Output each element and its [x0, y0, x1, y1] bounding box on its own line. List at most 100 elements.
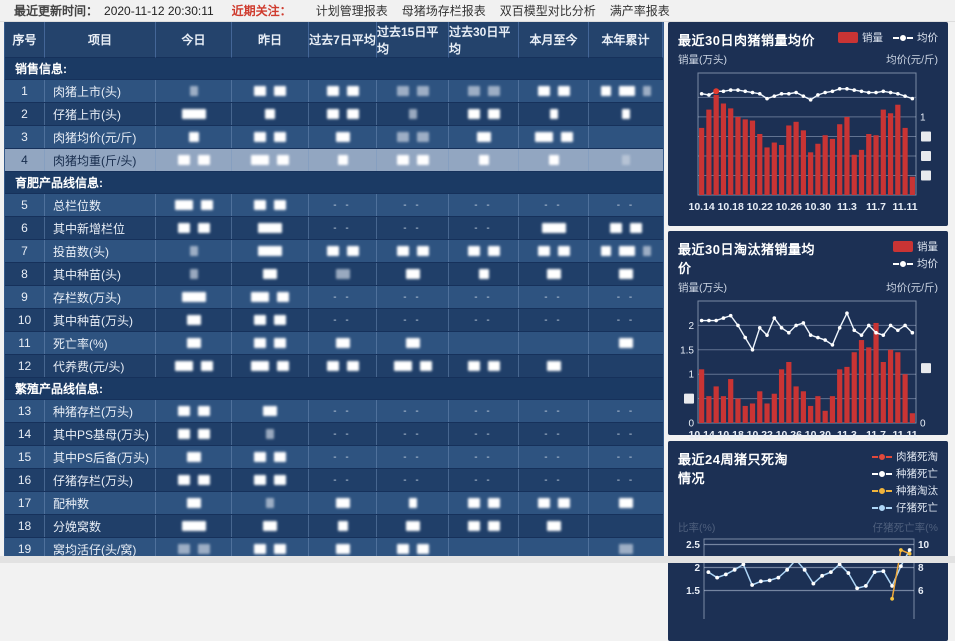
column-header[interactable]: 过去7日平均 — [309, 22, 377, 58]
table-row[interactable]: 1 肉猪上市(头) — [5, 80, 663, 103]
row-item-name: 代养费(元/头) — [45, 355, 156, 377]
row-item-name: 种猪存栏(万头) — [45, 400, 156, 422]
row-item-name: 其中种苗(万头) — [45, 309, 156, 331]
data-cell — [232, 538, 309, 560]
svg-text:10.26: 10.26 — [776, 201, 802, 213]
data-cell — [377, 126, 449, 148]
report-link[interactable]: 计划管理报表 — [315, 4, 388, 18]
redacted-value — [487, 521, 500, 531]
table-row[interactable]: 2 仔猪上市(头) — [5, 103, 663, 126]
redacted-value — [467, 109, 480, 119]
empty-value-dash: - - — [544, 428, 563, 440]
legend-item[interactable]: 销量 — [893, 239, 938, 254]
column-header[interactable]: 序号 — [5, 22, 45, 58]
redacted-value — [174, 200, 193, 210]
empty-value-dash: - - — [474, 199, 493, 211]
chart-panel: 最近24周猪只死淘情况 肉猪死淘 种猪死亡 种猪淘汰 仔猪死亡 比率(%) 仔猪死亡率(% 2… — [668, 441, 948, 641]
table-row[interactable]: 12 代养费(元/头) — [5, 355, 663, 378]
redacted-value — [181, 521, 206, 531]
data-cell — [519, 355, 589, 377]
row-item-name: 肉猪上市(头) — [45, 80, 156, 102]
redacted-value — [630, 223, 642, 233]
row-number: 15 — [5, 446, 45, 468]
legend-item[interactable]: 肉猪死淘 — [872, 449, 938, 464]
table-row[interactable]: 18 分娩窝数 — [5, 515, 663, 538]
column-header[interactable]: 本月至今 — [519, 22, 589, 58]
data-cell — [449, 515, 519, 537]
table-row[interactable]: 5 总栏位数 - - - - - - - - - - — [5, 194, 663, 217]
row-item-name: 死亡率(%) — [45, 332, 156, 354]
column-header[interactable]: 昨日 — [232, 22, 309, 58]
chart-plot[interactable]: 2.5 10 2 8 1.5 6 — [678, 535, 936, 641]
data-cell — [589, 263, 663, 285]
redacted-value — [263, 521, 277, 531]
row-item-name: 其中种苗(头) — [45, 263, 156, 285]
row-item-name: 仔猪上市(头) — [45, 103, 156, 125]
data-cell: - - — [309, 286, 377, 308]
data-cell — [232, 400, 309, 422]
data-cell — [449, 149, 519, 171]
table-row[interactable]: 7 投苗数(头) — [5, 240, 663, 263]
column-header[interactable]: 本年累计 — [589, 22, 663, 58]
row-number: 9 — [5, 286, 45, 308]
table-row[interactable]: 13 种猪存栏(万头) - - - - - - - - - - — [5, 400, 663, 423]
table-row[interactable]: 11 死亡率(%) — [5, 332, 663, 355]
report-links: 计划管理报表 母猪场存栏报表 双百模型对比分析 满产率报表 — [302, 2, 670, 19]
row-number: 4 — [5, 149, 45, 171]
data-cell — [156, 217, 232, 239]
chart-legend: 销量 均价 — [828, 30, 938, 47]
column-header[interactable]: 今日 — [156, 22, 232, 58]
data-cell: - - — [589, 400, 663, 422]
data-cell — [309, 355, 377, 377]
redacted-value — [254, 200, 266, 210]
svg-text:10.22: 10.22 — [747, 429, 773, 441]
row-item-name: 其中新增栏位 — [45, 217, 156, 239]
redacted-axis-value — [684, 393, 694, 404]
redacted-value — [537, 86, 550, 96]
redacted-value — [534, 132, 553, 142]
report-link[interactable]: 满产率报表 — [609, 4, 670, 18]
table-row[interactable]: 15 其中PS后备(万头) - - - - - - - - - - — [5, 446, 663, 469]
table-row[interactable]: 3 肉猪均价(元/斤) — [5, 126, 663, 149]
redacted-value — [337, 155, 348, 165]
row-item-name: 其中PS基母(万头) — [45, 423, 156, 445]
table-header-row: 序号 项目 今日 昨日 过去7日平均 过去15日平均 过去30日平均 本月至今 本年累计 — [5, 22, 663, 58]
table-row[interactable]: 6 其中新增栏位 - - - - - - — [5, 217, 663, 240]
column-header[interactable]: 项目 — [45, 22, 156, 58]
data-cell — [156, 240, 232, 262]
legend-item[interactable]: 仔猪死亡 — [872, 500, 938, 515]
redacted-value — [541, 223, 566, 233]
legend-item[interactable]: 种猪死亡 — [872, 466, 938, 481]
table-row[interactable]: 14 其中PS基母(万头) - - - - - - - - - - — [5, 423, 663, 446]
legend-item[interactable]: 均价 — [893, 256, 938, 271]
table-row[interactable]: 8 其中种苗(头) — [5, 263, 663, 286]
topbar: 最近更新时间： 2020-11-12 20:30:11 近期关注： 计划管理报表… — [0, 0, 955, 22]
table-row[interactable]: 10 其中种苗(万头) - - - - - - - - - - — [5, 309, 663, 332]
empty-value-dash: - - — [474, 451, 493, 463]
redacted-value — [254, 544, 266, 554]
data-cell — [232, 423, 309, 445]
legend-item[interactable]: 销量 — [838, 30, 883, 45]
data-cell — [156, 263, 232, 285]
chart-plot[interactable]: 1 10.14 10.18 10.22 10.26 10.30 11.3 11.7 11.11 — [678, 67, 936, 217]
column-header[interactable]: 过去30日平均 — [449, 22, 519, 58]
svg-text:1.5: 1.5 — [680, 345, 694, 356]
table-row[interactable]: 4 肉猪均重(斤/头) — [5, 149, 663, 172]
report-link[interactable]: 双百模型对比分析 — [499, 4, 596, 18]
data-cell — [589, 515, 663, 537]
column-header[interactable]: 过去15日平均 — [377, 22, 449, 58]
legend-item[interactable]: 均价 — [893, 30, 938, 45]
redacted-axis-value — [921, 170, 931, 181]
horizontal-scrollbar[interactable] — [0, 556, 955, 563]
table-row[interactable]: 16 仔猪存栏(万头) - - - - - - - - - - — [5, 469, 663, 492]
data-cell — [589, 103, 663, 125]
legend-item[interactable]: 种猪淘汰 — [872, 483, 938, 498]
data-cell — [519, 240, 589, 262]
report-link[interactable]: 母猪场存栏报表 — [401, 4, 486, 18]
data-cell — [232, 80, 309, 102]
table-row[interactable]: 17 配种数 — [5, 492, 663, 515]
data-cell — [519, 538, 589, 560]
empty-value-dash: - - — [403, 222, 422, 234]
table-row[interactable]: 9 存栏数(万头) - - - - - - - - - - — [5, 286, 663, 309]
